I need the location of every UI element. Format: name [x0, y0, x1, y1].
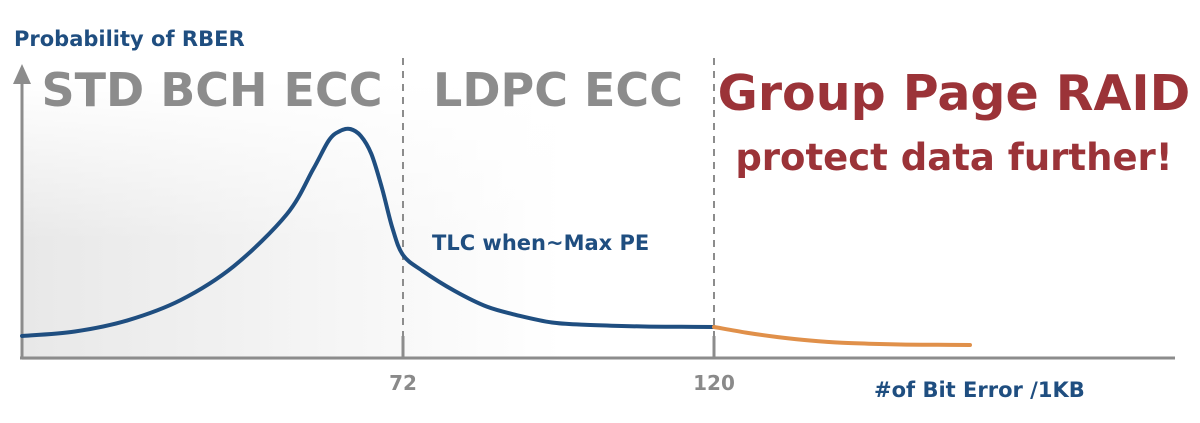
x-tick-label-72: 72	[389, 371, 417, 395]
series-label-tlc: TLC when~Max PE	[432, 231, 649, 255]
series-line-tlc	[20, 126, 716, 338]
x-tick-label-120: 120	[693, 371, 735, 395]
x-axis-label: #of Bit Error /1KB	[874, 378, 1085, 402]
region-label-protect-data: protect data further!	[735, 136, 1172, 179]
y-axis-label: Probability of RBER	[14, 27, 245, 51]
series-line-raid-tail	[712, 325, 972, 347]
region-label-ldpc-ecc: LDPC ECC	[433, 63, 683, 117]
y-axis-arrow	[13, 64, 31, 84]
region-label-group-page-raid: Group Page RAID	[718, 65, 1191, 122]
plot-background-fade	[22, 80, 562, 240]
region-label-std-bch-ecc: STD BCH ECC	[42, 63, 383, 117]
